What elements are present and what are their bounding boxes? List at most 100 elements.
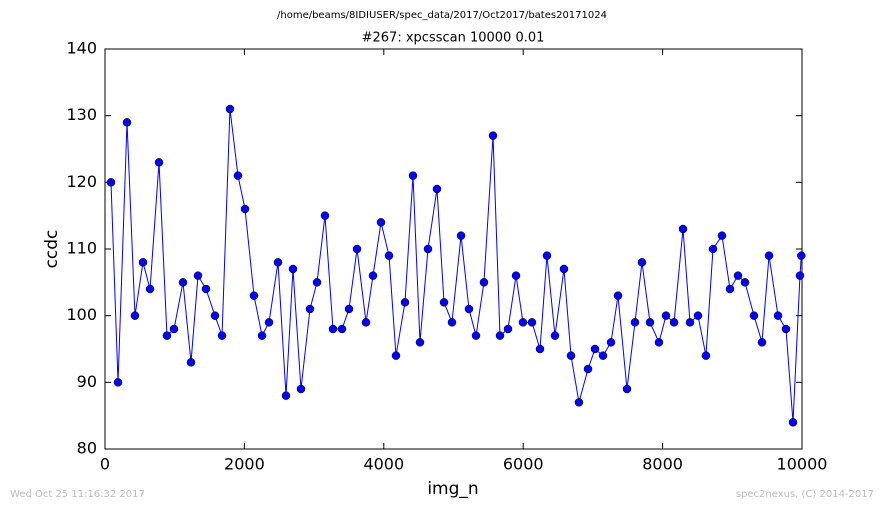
data-point	[781, 324, 791, 334]
data-point	[312, 278, 322, 287]
data-point	[708, 244, 718, 254]
data-point	[764, 251, 774, 260]
data-point	[606, 338, 616, 347]
data-point	[423, 244, 433, 254]
footer-left: Wed Oct 25 11:16:32 2017	[10, 489, 145, 500]
data-point	[337, 324, 347, 334]
data-point	[447, 318, 457, 327]
data-point	[415, 338, 425, 347]
y-tick-label: 120	[66, 172, 97, 191]
data-point	[701, 351, 711, 360]
footer-right: spec2nexus, (C) 2014-2017	[736, 489, 874, 500]
data-point	[740, 278, 750, 287]
data-point	[583, 364, 593, 374]
data-point	[376, 218, 386, 227]
data-point	[613, 291, 623, 300]
data-point	[305, 304, 315, 314]
data-point	[264, 318, 274, 327]
data-point	[757, 338, 767, 347]
y-tick-label: 130	[66, 105, 97, 124]
data-point	[795, 271, 805, 280]
data-point	[598, 351, 608, 360]
data-point	[130, 311, 140, 320]
data-point	[654, 338, 664, 347]
data-point	[645, 318, 655, 327]
data-point	[717, 231, 727, 240]
data-point	[733, 271, 743, 280]
x-tick-label: 4000	[363, 455, 404, 474]
data-point	[138, 258, 148, 267]
data-point	[281, 391, 291, 400]
data-point	[296, 384, 306, 394]
y-axis-label: ccdc	[42, 230, 62, 269]
x-tick-label: 2000	[224, 455, 265, 474]
data-point	[162, 331, 172, 340]
data-point	[464, 304, 474, 314]
data-point	[535, 344, 545, 354]
y-tick-label: 90	[77, 372, 97, 391]
data-point	[669, 318, 679, 327]
data-point	[368, 271, 378, 280]
data-point	[439, 298, 449, 307]
data-point	[590, 344, 600, 354]
data-point	[456, 231, 466, 240]
data-point	[361, 318, 371, 327]
data-point	[574, 398, 584, 407]
data-point	[788, 418, 798, 427]
data-point	[400, 298, 410, 307]
y-tick-label: 140	[66, 39, 97, 58]
data-point	[193, 271, 203, 280]
data-point	[344, 304, 354, 314]
data-point	[511, 271, 521, 280]
data-point	[240, 204, 250, 214]
data-point	[201, 284, 211, 294]
data-point	[749, 311, 759, 320]
x-tick-label: 6000	[503, 455, 544, 474]
x-axis-label: img_n	[427, 479, 478, 499]
data-point	[559, 264, 569, 274]
data-point	[685, 318, 695, 327]
data-point	[479, 278, 489, 287]
data-point	[186, 358, 196, 367]
data-point	[178, 278, 188, 287]
data-point	[693, 311, 703, 320]
data-point	[725, 284, 735, 294]
y-tick-label: 80	[77, 439, 97, 458]
data-point	[503, 324, 513, 334]
data-point	[217, 331, 227, 340]
data-point	[210, 311, 220, 320]
header-path: /home/beams/8IDIUSER/spec_data/2017/Oct2…	[277, 10, 607, 21]
data-point	[113, 378, 123, 387]
y-tick-label: 100	[66, 305, 97, 324]
data-point	[550, 331, 560, 340]
data-point	[661, 311, 671, 320]
data-point	[273, 258, 283, 267]
data-point	[328, 324, 338, 334]
plot-frame	[104, 48, 803, 450]
data-point	[106, 178, 116, 187]
x-tick-label: 0	[100, 455, 110, 474]
data-point	[257, 331, 267, 340]
series-line	[110, 108, 802, 423]
data-point	[225, 104, 235, 114]
data-point	[154, 158, 164, 167]
data-point	[320, 211, 330, 220]
data-point	[630, 318, 640, 327]
data-point	[391, 351, 401, 360]
data-point	[566, 351, 576, 360]
data-point	[518, 318, 528, 327]
x-tick-label: 10000	[777, 455, 828, 474]
x-tick-label: 8000	[642, 455, 683, 474]
y-tick-label: 110	[66, 239, 97, 258]
data-point	[432, 184, 442, 194]
data-point	[288, 264, 298, 274]
data-point	[249, 291, 259, 300]
data-point	[352, 244, 362, 254]
data-point	[542, 251, 552, 260]
data-point	[678, 224, 688, 234]
data-point	[408, 171, 418, 180]
data-point	[773, 311, 783, 320]
data-point	[384, 251, 394, 260]
